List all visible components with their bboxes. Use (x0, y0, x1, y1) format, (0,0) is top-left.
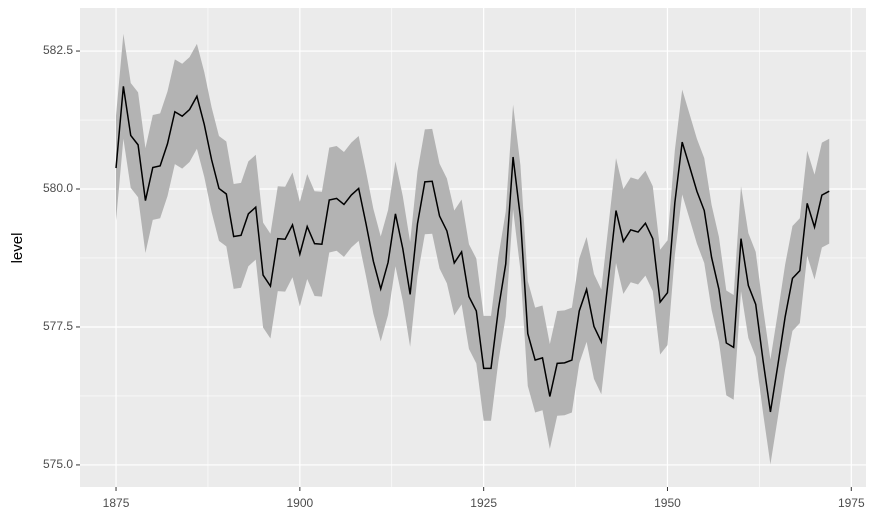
panel (80, 8, 866, 487)
y-tick-label: 580.0 (43, 181, 73, 195)
line (115, 86, 830, 413)
x-tick-label: 1875 (103, 496, 130, 510)
y-tick-label: 575.0 (43, 457, 73, 471)
x-tick-label: 1950 (654, 496, 681, 510)
x-tick-label: 1925 (470, 496, 497, 510)
y-tick-label: 582.5 (43, 43, 73, 57)
x-tick-label: 1975 (838, 496, 865, 510)
y-axis-label: level (9, 233, 26, 264)
ribbon (116, 33, 830, 465)
y-tick-label: 577.5 (43, 319, 73, 333)
x-tick-label: 1900 (286, 496, 313, 510)
